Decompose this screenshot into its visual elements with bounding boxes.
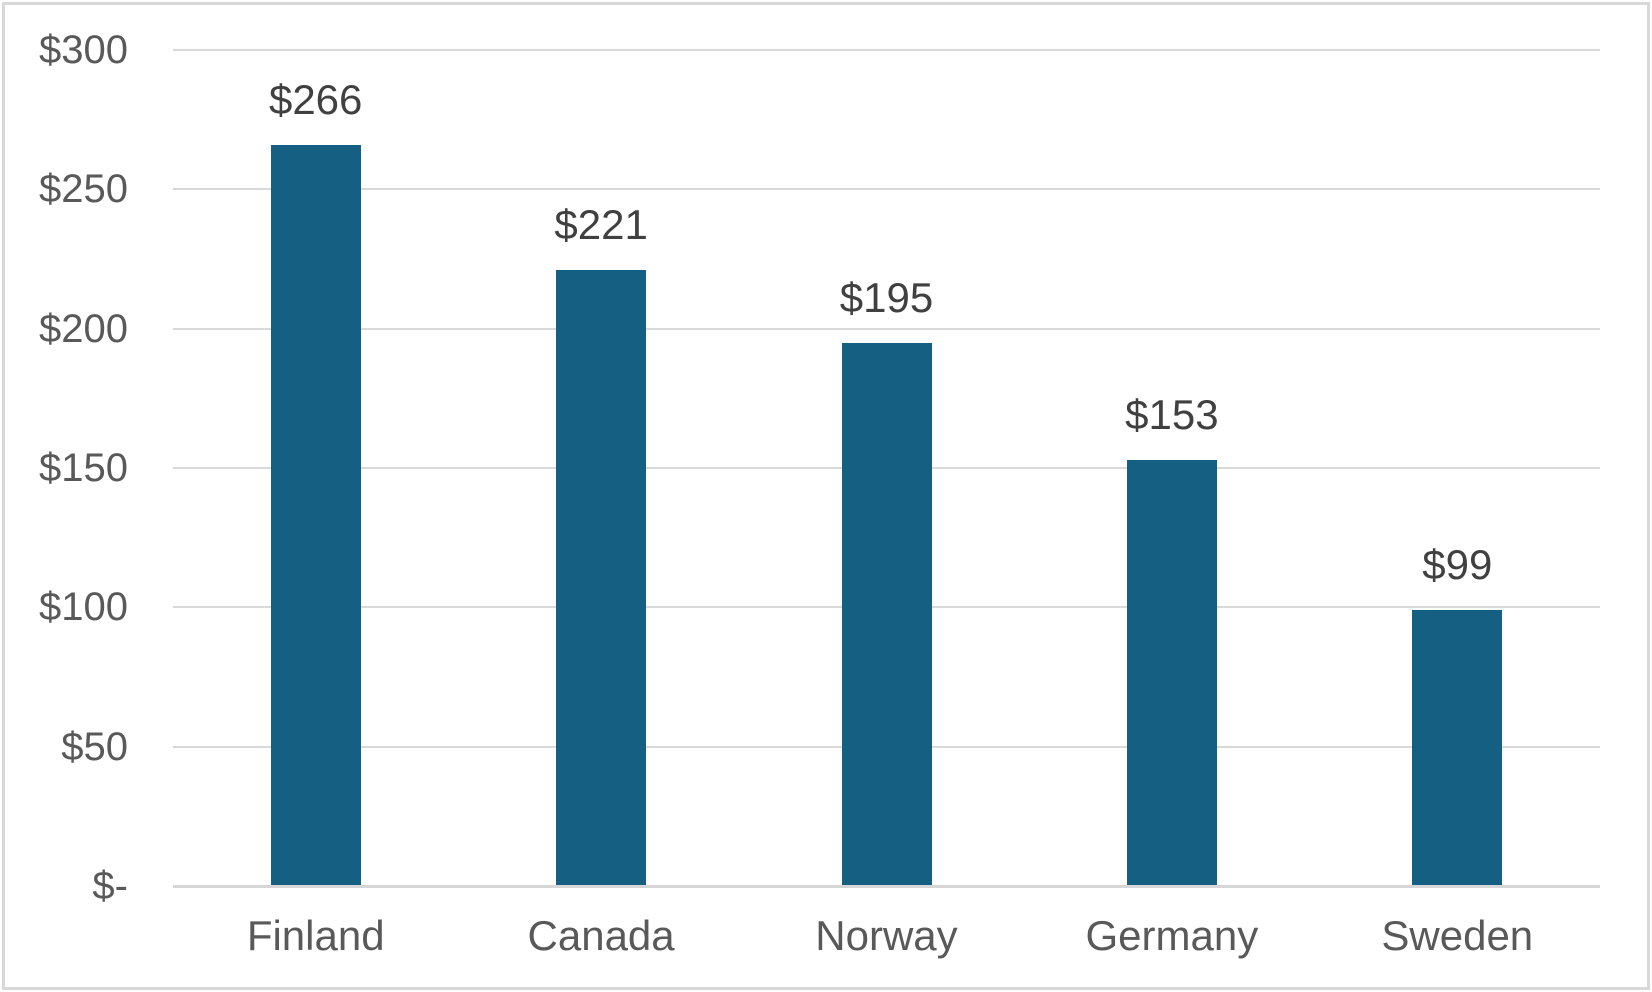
data-label: $195 <box>839 273 934 321</box>
data-label: $221 <box>554 201 648 249</box>
category-label-germany: Germany <box>1085 912 1259 959</box>
y-axis-tick-label: $50 <box>61 724 128 769</box>
bar-norway <box>841 342 932 886</box>
y-axis-tick-label: $150 <box>39 446 128 490</box>
bar-finland <box>270 144 361 886</box>
y-axis-tick-label: $300 <box>39 28 128 72</box>
data-label: $153 <box>1125 390 1219 438</box>
gridline <box>173 49 1600 51</box>
y-axis-tick-label: $- <box>92 864 128 908</box>
y-axis-tick-label: $200 <box>39 306 128 351</box>
y-axis-tick-label: $100 <box>39 585 128 630</box>
bar-canada <box>556 270 647 886</box>
bar-sweden <box>1412 610 1503 886</box>
gridline <box>173 327 1600 330</box>
bar-germany <box>1126 459 1217 886</box>
x-axis-line <box>173 885 1600 888</box>
category-label-sweden: Sweden <box>1381 912 1534 959</box>
gridline <box>173 188 1600 191</box>
y-axis-tick-label: $250 <box>39 167 128 212</box>
category-label-finland: Finland <box>246 912 385 959</box>
data-label: $99 <box>1422 541 1493 589</box>
data-label: $266 <box>268 75 363 123</box>
category-label-canada: Canada <box>527 912 675 959</box>
category-label-norway: Norway <box>815 912 958 959</box>
